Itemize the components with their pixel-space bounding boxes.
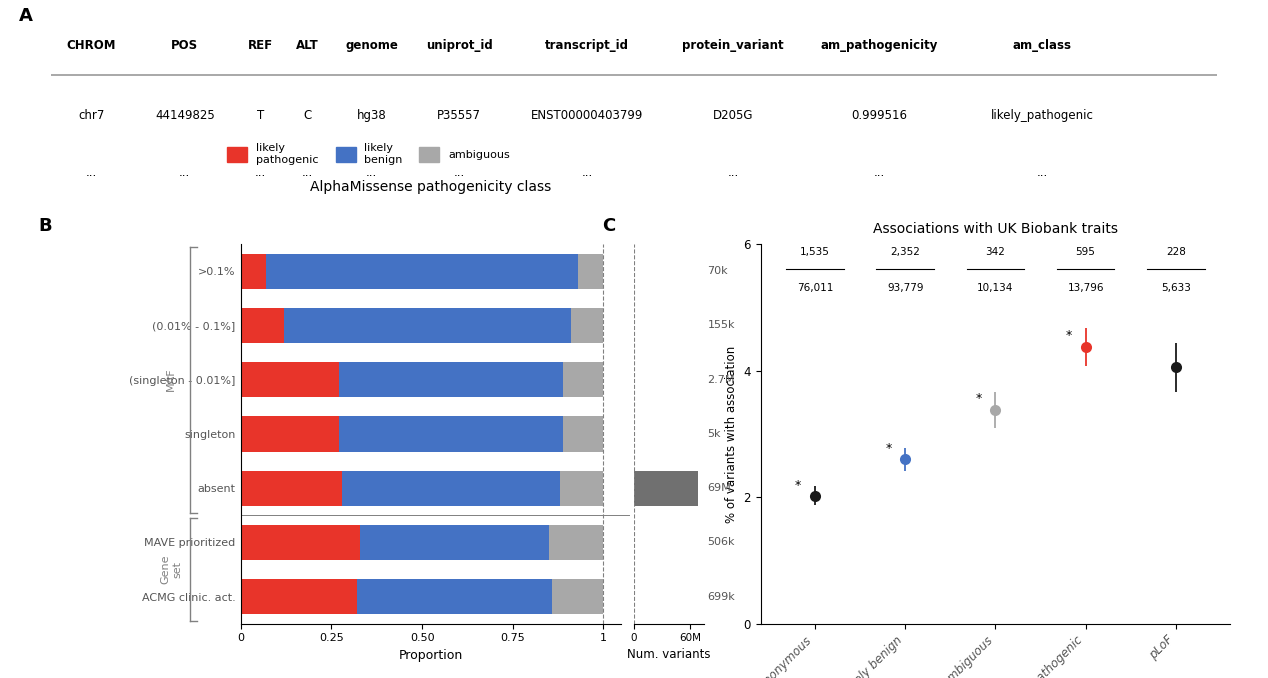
Bar bbox=[284, 308, 571, 343]
Bar bbox=[241, 362, 339, 397]
Text: 0.999516: 0.999516 bbox=[851, 109, 907, 122]
Bar bbox=[241, 254, 266, 289]
Text: 1,535: 1,535 bbox=[800, 247, 829, 257]
Text: 5,633: 5,633 bbox=[1161, 283, 1191, 294]
Text: 93,779: 93,779 bbox=[886, 283, 923, 294]
Text: *: * bbox=[975, 393, 981, 405]
Text: B: B bbox=[38, 217, 52, 235]
Bar bbox=[360, 525, 549, 560]
Text: 2.7M: 2.7M bbox=[708, 375, 735, 384]
Text: 5k: 5k bbox=[708, 429, 721, 439]
Bar bbox=[571, 308, 604, 343]
Bar bbox=[241, 308, 284, 343]
Text: 228: 228 bbox=[1165, 247, 1186, 257]
Y-axis label: % of variants with association: % of variants with association bbox=[725, 345, 738, 523]
Text: 10,134: 10,134 bbox=[978, 283, 1013, 294]
Text: 13,796: 13,796 bbox=[1068, 283, 1104, 294]
Bar bbox=[634, 471, 699, 506]
Text: C: C bbox=[602, 217, 615, 235]
Text: ...: ... bbox=[582, 165, 593, 179]
Bar bbox=[241, 525, 360, 560]
Text: protein_variant: protein_variant bbox=[682, 39, 784, 52]
Title: AlphaMissense pathogenicity class: AlphaMissense pathogenicity class bbox=[311, 180, 552, 195]
Text: ...: ... bbox=[302, 165, 313, 179]
X-axis label: Num. variants: Num. variants bbox=[628, 647, 710, 660]
Text: T: T bbox=[257, 109, 264, 122]
Title: Associations with UK Biobank traits: Associations with UK Biobank traits bbox=[872, 222, 1118, 236]
Text: ...: ... bbox=[366, 165, 377, 179]
Bar bbox=[356, 579, 553, 614]
Text: am_class: am_class bbox=[1013, 39, 1071, 52]
Text: 69M: 69M bbox=[708, 483, 732, 493]
Text: 342: 342 bbox=[985, 247, 1006, 257]
Text: 2,352: 2,352 bbox=[890, 247, 921, 257]
Bar bbox=[266, 254, 578, 289]
Text: *: * bbox=[795, 479, 801, 492]
Text: ...: ... bbox=[1037, 165, 1047, 179]
Bar bbox=[339, 416, 563, 452]
Text: 155k: 155k bbox=[708, 321, 735, 330]
Text: A: A bbox=[19, 7, 33, 25]
Text: D205G: D205G bbox=[713, 109, 753, 122]
Text: 595: 595 bbox=[1075, 247, 1096, 257]
Bar bbox=[339, 362, 563, 397]
Text: transcript_id: transcript_id bbox=[545, 39, 629, 52]
Text: genome: genome bbox=[345, 39, 398, 52]
Bar bbox=[559, 471, 604, 506]
Text: ALT: ALT bbox=[295, 39, 318, 52]
Legend: likely
pathogenic, likely
benign, ambiguous: likely pathogenic, likely benign, ambigu… bbox=[227, 143, 510, 165]
Text: *: * bbox=[885, 442, 891, 455]
X-axis label: Proportion: Proportion bbox=[399, 649, 463, 662]
Text: ...: ... bbox=[728, 165, 739, 179]
Text: C: C bbox=[303, 109, 312, 122]
Text: likely_pathogenic: likely_pathogenic bbox=[990, 109, 1094, 122]
Text: hg38: hg38 bbox=[356, 109, 387, 122]
Text: REF: REF bbox=[249, 39, 274, 52]
Text: MAF: MAF bbox=[166, 368, 176, 391]
Bar bbox=[563, 362, 604, 397]
Text: am_pathogenicity: am_pathogenicity bbox=[820, 39, 937, 52]
Bar bbox=[578, 254, 604, 289]
Text: 699k: 699k bbox=[708, 592, 735, 601]
Text: Gene
set: Gene set bbox=[160, 555, 183, 584]
Bar bbox=[241, 471, 342, 506]
Text: *: * bbox=[1065, 329, 1071, 342]
Bar bbox=[241, 416, 339, 452]
Bar bbox=[342, 471, 559, 506]
Text: chr7: chr7 bbox=[79, 109, 105, 122]
Text: POS: POS bbox=[171, 39, 198, 52]
Text: uniprot_id: uniprot_id bbox=[426, 39, 492, 52]
Text: P35557: P35557 bbox=[437, 109, 481, 122]
Bar bbox=[563, 416, 604, 452]
Bar bbox=[241, 579, 356, 614]
Bar bbox=[553, 579, 604, 614]
Text: ...: ... bbox=[255, 165, 266, 179]
Text: 70k: 70k bbox=[708, 266, 728, 276]
Text: ...: ... bbox=[86, 165, 98, 179]
Text: ENST00000403799: ENST00000403799 bbox=[531, 109, 644, 122]
Text: 44149825: 44149825 bbox=[155, 109, 214, 122]
Text: 506k: 506k bbox=[708, 538, 735, 547]
Text: ...: ... bbox=[454, 165, 464, 179]
Bar bbox=[549, 525, 604, 560]
Text: CHROM: CHROM bbox=[67, 39, 117, 52]
Text: ...: ... bbox=[179, 165, 190, 179]
Text: 76,011: 76,011 bbox=[796, 283, 833, 294]
Text: ...: ... bbox=[874, 165, 885, 179]
